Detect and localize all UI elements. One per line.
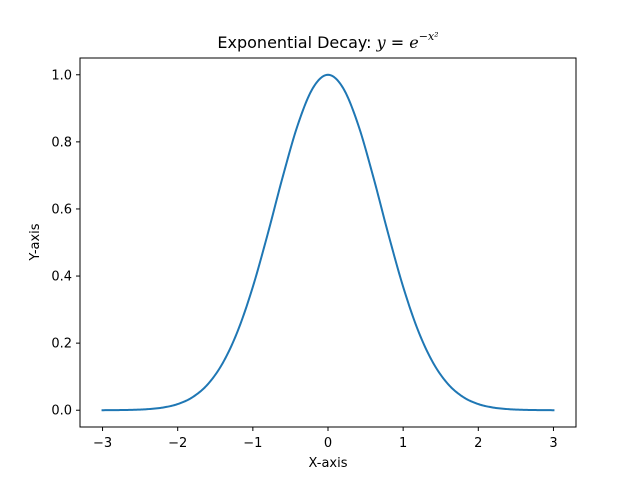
plot-area bbox=[80, 58, 576, 427]
y-tick-label: 0.6 bbox=[51, 202, 72, 217]
y-tick-label: 0.0 bbox=[51, 404, 72, 419]
x-tick-label: 0 bbox=[324, 436, 332, 451]
series-layer bbox=[101, 73, 555, 412]
x-tick-label: 3 bbox=[549, 436, 557, 451]
y-tick-label: 0.4 bbox=[51, 270, 72, 285]
chart-title-math-base: e bbox=[409, 33, 418, 52]
x-tick-label: 1 bbox=[399, 436, 407, 451]
y-tick-label: 1.0 bbox=[51, 68, 72, 83]
y-axis-ticks: 0.0 0.2 0.4 0.6 0.8 1.0 bbox=[51, 68, 80, 419]
chart-title: Exponential Decay: y = e−x² bbox=[217, 30, 438, 52]
x-axis-ticks: −3 −2 −1 0 1 2 3 bbox=[93, 427, 558, 451]
x-tick-label: −1 bbox=[243, 436, 262, 451]
chart-title-math-lhs: y bbox=[376, 33, 387, 52]
x-tick-label: 2 bbox=[474, 436, 482, 451]
chart-title-math-exponent: −x² bbox=[419, 30, 439, 43]
chart-title-math-eq: = bbox=[386, 33, 410, 52]
series-line bbox=[101, 73, 555, 412]
y-axis-label: Y-axis bbox=[28, 223, 43, 261]
y-tick-label: 0.8 bbox=[51, 135, 72, 150]
x-tick-label: −2 bbox=[168, 436, 187, 451]
x-tick-label: −3 bbox=[93, 436, 112, 451]
y-tick-label: 0.2 bbox=[51, 337, 72, 352]
x-axis-label: X-axis bbox=[309, 456, 348, 471]
chart-title-text: Exponential Decay: bbox=[217, 33, 376, 52]
